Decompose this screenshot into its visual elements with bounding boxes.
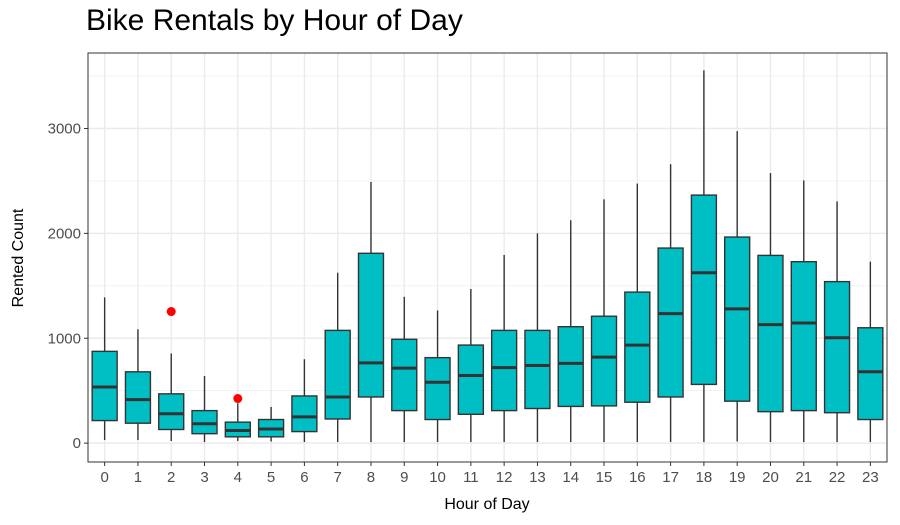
x-tick-label: 17: [662, 469, 679, 486]
box-5: [257, 406, 285, 442]
box-iqr: [823, 280, 851, 414]
box-iqr: [857, 327, 884, 421]
box-22: [823, 201, 851, 443]
plot-panel: [88, 53, 887, 462]
box-17: [657, 164, 684, 443]
box-iqr: [524, 329, 551, 410]
box-iqr: [724, 236, 751, 402]
x-tick-label: 21: [795, 469, 812, 486]
box-18: [690, 70, 718, 443]
outlier-point: [166, 307, 176, 317]
x-tick-label: 5: [267, 469, 275, 486]
box-iqr: [291, 395, 318, 433]
box-iqr: [457, 344, 485, 415]
box-iqr: [324, 329, 351, 420]
x-tick-label: 10: [429, 469, 446, 486]
box-11: [457, 288, 485, 443]
box-20: [757, 173, 784, 443]
x-tick-label: 20: [762, 469, 779, 486]
box-iqr: [690, 194, 718, 386]
box-iqr: [424, 356, 451, 421]
box-iqr: [557, 326, 584, 408]
box-iqr: [357, 252, 385, 398]
x-tick-label: 11: [463, 469, 479, 486]
box-iqr: [124, 371, 152, 424]
x-tick-label: 16: [629, 469, 646, 486]
box-21: [790, 180, 817, 443]
x-tick-label: 19: [729, 469, 746, 486]
box-4: [224, 394, 251, 442]
x-tick-label: 23: [862, 469, 879, 486]
y-tick-label: 1000: [48, 330, 81, 347]
x-tick-label: 6: [300, 469, 308, 486]
x-tick-label: 8: [367, 469, 375, 486]
x-tick-label: 12: [496, 469, 513, 486]
x-tick-label: 2: [167, 469, 175, 486]
x-tick-label: 18: [696, 469, 713, 486]
box-iqr: [590, 315, 618, 407]
x-tick-label: 0: [100, 469, 108, 486]
box-8: [357, 181, 385, 443]
y-tick-label: 0: [73, 435, 81, 452]
box-23: [857, 261, 884, 443]
box-19: [724, 131, 751, 442]
box-iqr: [191, 409, 218, 435]
box-iqr: [657, 247, 684, 398]
y-axis-title: Rented Count: [10, 208, 27, 307]
outlier-point: [233, 394, 243, 404]
box-iqr: [391, 338, 418, 412]
x-tick-label: 22: [829, 469, 846, 486]
box-10: [424, 310, 451, 443]
box-series: [91, 70, 884, 443]
box-iqr: [790, 260, 817, 412]
y-tick-label: 3000: [48, 121, 81, 138]
x-tick-label: 13: [529, 469, 546, 486]
x-tick-label: 4: [234, 469, 242, 486]
y-tick-label: 2000: [48, 225, 81, 242]
x-tick-label: 9: [400, 469, 408, 486]
box-iqr: [624, 291, 651, 403]
x-tick-label: 7: [334, 469, 342, 486]
x-tick-label: 15: [596, 469, 613, 486]
x-tick-label: 1: [134, 469, 142, 486]
plot-panel-border: [87, 52, 888, 463]
box-1: [124, 329, 152, 440]
box-iqr: [158, 393, 185, 431]
box-6: [291, 359, 318, 443]
box-13: [524, 233, 551, 443]
box-16: [624, 183, 651, 443]
box-15: [590, 199, 618, 443]
box-9: [391, 296, 418, 443]
box-12: [490, 254, 518, 443]
x-tick-label: 14: [562, 469, 579, 486]
box-iqr: [757, 254, 784, 413]
box-7: [324, 272, 351, 443]
box-0: [91, 297, 118, 440]
chart-title: Bike Rentals by Hour of Day: [86, 4, 463, 37]
box-2: [158, 307, 185, 442]
box-14: [557, 220, 584, 443]
x-tick-label: 3: [200, 469, 208, 486]
box-iqr: [490, 329, 518, 412]
x-axis-title: Hour of Day: [444, 496, 529, 513]
box-3: [191, 376, 218, 443]
